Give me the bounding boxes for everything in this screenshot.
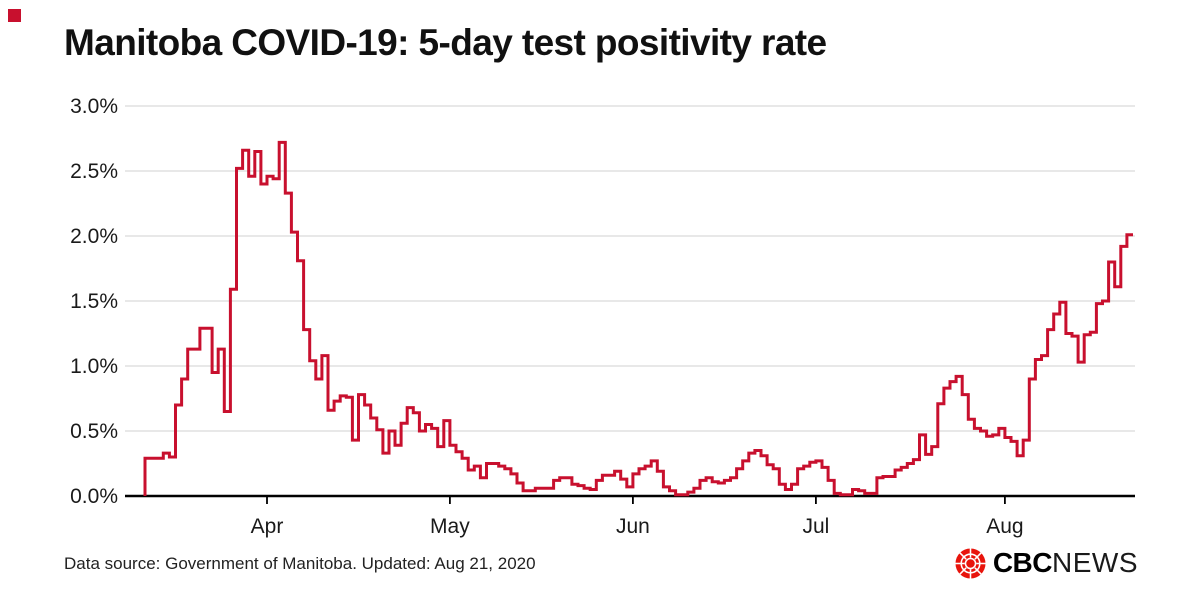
x-axis-label: Jun <box>616 515 650 538</box>
x-axis-label: Jul <box>802 515 829 538</box>
y-axis-label: 0.0% <box>70 485 118 508</box>
brand-red-square <box>8 9 21 22</box>
cbc-gem-icon <box>955 547 986 579</box>
x-axis-label: May <box>430 515 470 538</box>
y-axis-label: 2.0% <box>70 225 118 248</box>
page-title: Manitoba COVID-19: 5-day test positivity… <box>64 22 827 63</box>
y-axis-label: 1.0% <box>70 355 118 378</box>
footer-source: Data source: Government of Manitoba. Upd… <box>64 554 536 573</box>
y-axis-label: 0.5% <box>70 420 118 443</box>
data-line <box>143 140 1133 497</box>
cbc-logo-news: NEWS <box>1052 547 1138 578</box>
cbc-logo-cbc: CBC <box>992 547 1053 578</box>
y-axis-label: 2.5% <box>70 160 118 183</box>
x-axis-label: Aug <box>986 515 1023 538</box>
x-axis-label: Apr <box>251 515 284 538</box>
cbc-logo: CBC NEWS <box>955 546 1138 580</box>
y-axis-label: 1.5% <box>70 290 118 313</box>
y-axis-label: 3.0% <box>70 95 118 118</box>
